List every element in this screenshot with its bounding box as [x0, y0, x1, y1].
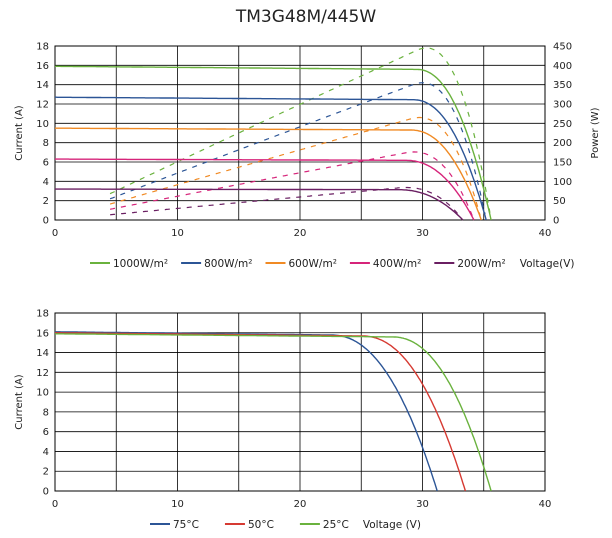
y-axis-title: Current (A) — [14, 105, 25, 160]
iv-curve-series-1 — [55, 331, 438, 492]
chart-panel-2: 0 2 4 6 8 10 12 14 16 18 0 10 20 30 40 Current (A) 75°C 5… — [14, 309, 551, 532]
y2-tick-label: 200 — [553, 138, 572, 149]
y2-tick-label: 250 — [553, 119, 572, 130]
x-tick-label: 0 — [52, 499, 58, 510]
y-tick-label: 8 — [43, 138, 49, 149]
iv-curve-series-3 — [55, 127, 482, 221]
legend-label-3: 25°C — [323, 519, 349, 531]
chart-panel-1: 0 2 4 6 8 10 12 14 16 18 0 10 20 30 40 Current (A) 0 50 10… — [14, 42, 601, 271]
x-tick-label: 0 — [52, 228, 58, 239]
x-tick-label: 10 — [171, 228, 184, 239]
y2-tick-label: 0 — [553, 216, 559, 227]
y-tick-label: 0 — [43, 216, 49, 227]
power-curve-series-1 — [109, 47, 491, 213]
power-curve-series-2 — [109, 82, 486, 215]
legend: 1000W/m² 800W/m² 600W/m² 400W/m² 200W/m² Volt… — [90, 258, 574, 270]
x-tick-label: 40 — [539, 228, 552, 239]
x-axis-title: Voltage (V) — [363, 519, 421, 531]
legend: 75°C 50°C 25°C Voltage (V) — [150, 519, 421, 531]
legend-label-2: 800W/m² — [204, 258, 252, 270]
x-tick-label: 10 — [171, 499, 184, 510]
iv-curve-series-3 — [55, 333, 492, 492]
y-tick-label: 2 — [43, 196, 49, 207]
legend-label-4: 400W/m² — [373, 258, 421, 270]
y2-tick-label: 100 — [553, 177, 572, 188]
y2-tick-label: 150 — [553, 158, 572, 169]
iv-curve-series-5 — [55, 188, 464, 221]
x-tick-label: 40 — [539, 499, 552, 510]
power-curve-series-3 — [109, 116, 481, 216]
x-tick-label: 20 — [294, 228, 307, 239]
y2-tick-label: 50 — [553, 196, 566, 207]
x-tick-label: 30 — [416, 499, 429, 510]
y-tick-label: 2 — [43, 467, 49, 478]
iv-curve-series-2 — [55, 332, 467, 492]
legend-label-5: 200W/m² — [457, 258, 505, 270]
y-tick-label: 14 — [36, 348, 49, 359]
y-tick-label: 6 — [43, 158, 49, 169]
x-tick-label: 20 — [294, 499, 307, 510]
iv-curve-series-4 — [55, 158, 475, 221]
iv-curve-series-2 — [55, 96, 487, 221]
plot-frame — [54, 45, 546, 221]
y-tick-label: 8 — [43, 407, 49, 418]
y-tick-label: 4 — [43, 447, 49, 458]
y2-axis-title: Power (W) — [590, 107, 601, 158]
legend-label-2: 50°C — [248, 519, 274, 531]
x-axis-title: Voltage(V) — [520, 258, 575, 270]
y-tick-label: 12 — [36, 100, 49, 111]
y-tick-label: 14 — [36, 80, 49, 91]
chart-title: TM3G48M/445W — [235, 7, 377, 27]
plot-frame — [54, 312, 546, 492]
y-tick-label: 4 — [43, 177, 49, 188]
y-tick-label: 18 — [36, 309, 49, 320]
y2-tick-label: 350 — [553, 80, 572, 91]
y-tick-label: 16 — [36, 61, 49, 72]
x-tick-label: 30 — [416, 228, 429, 239]
y-tick-label: 6 — [43, 427, 49, 438]
iv-curve-series-1 — [55, 65, 492, 221]
y-tick-label: 16 — [36, 328, 49, 339]
y2-tick-label: 450 — [553, 42, 572, 53]
y-tick-label: 12 — [36, 368, 49, 379]
y-tick-label: 10 — [36, 119, 49, 130]
y2-tick-label: 300 — [553, 100, 572, 111]
y-tick-label: 18 — [36, 42, 49, 53]
y2-tick-label: 400 — [553, 61, 572, 72]
y-tick-label: 10 — [36, 388, 49, 399]
y-axis-title: Current (A) — [14, 374, 25, 429]
y-tick-label: 0 — [43, 487, 49, 498]
legend-label-1: 1000W/m² — [113, 258, 168, 270]
legend-label-1: 75°C — [173, 519, 199, 531]
power-curve-series-5 — [110, 186, 463, 219]
legend-label-3: 600W/m² — [289, 258, 337, 270]
